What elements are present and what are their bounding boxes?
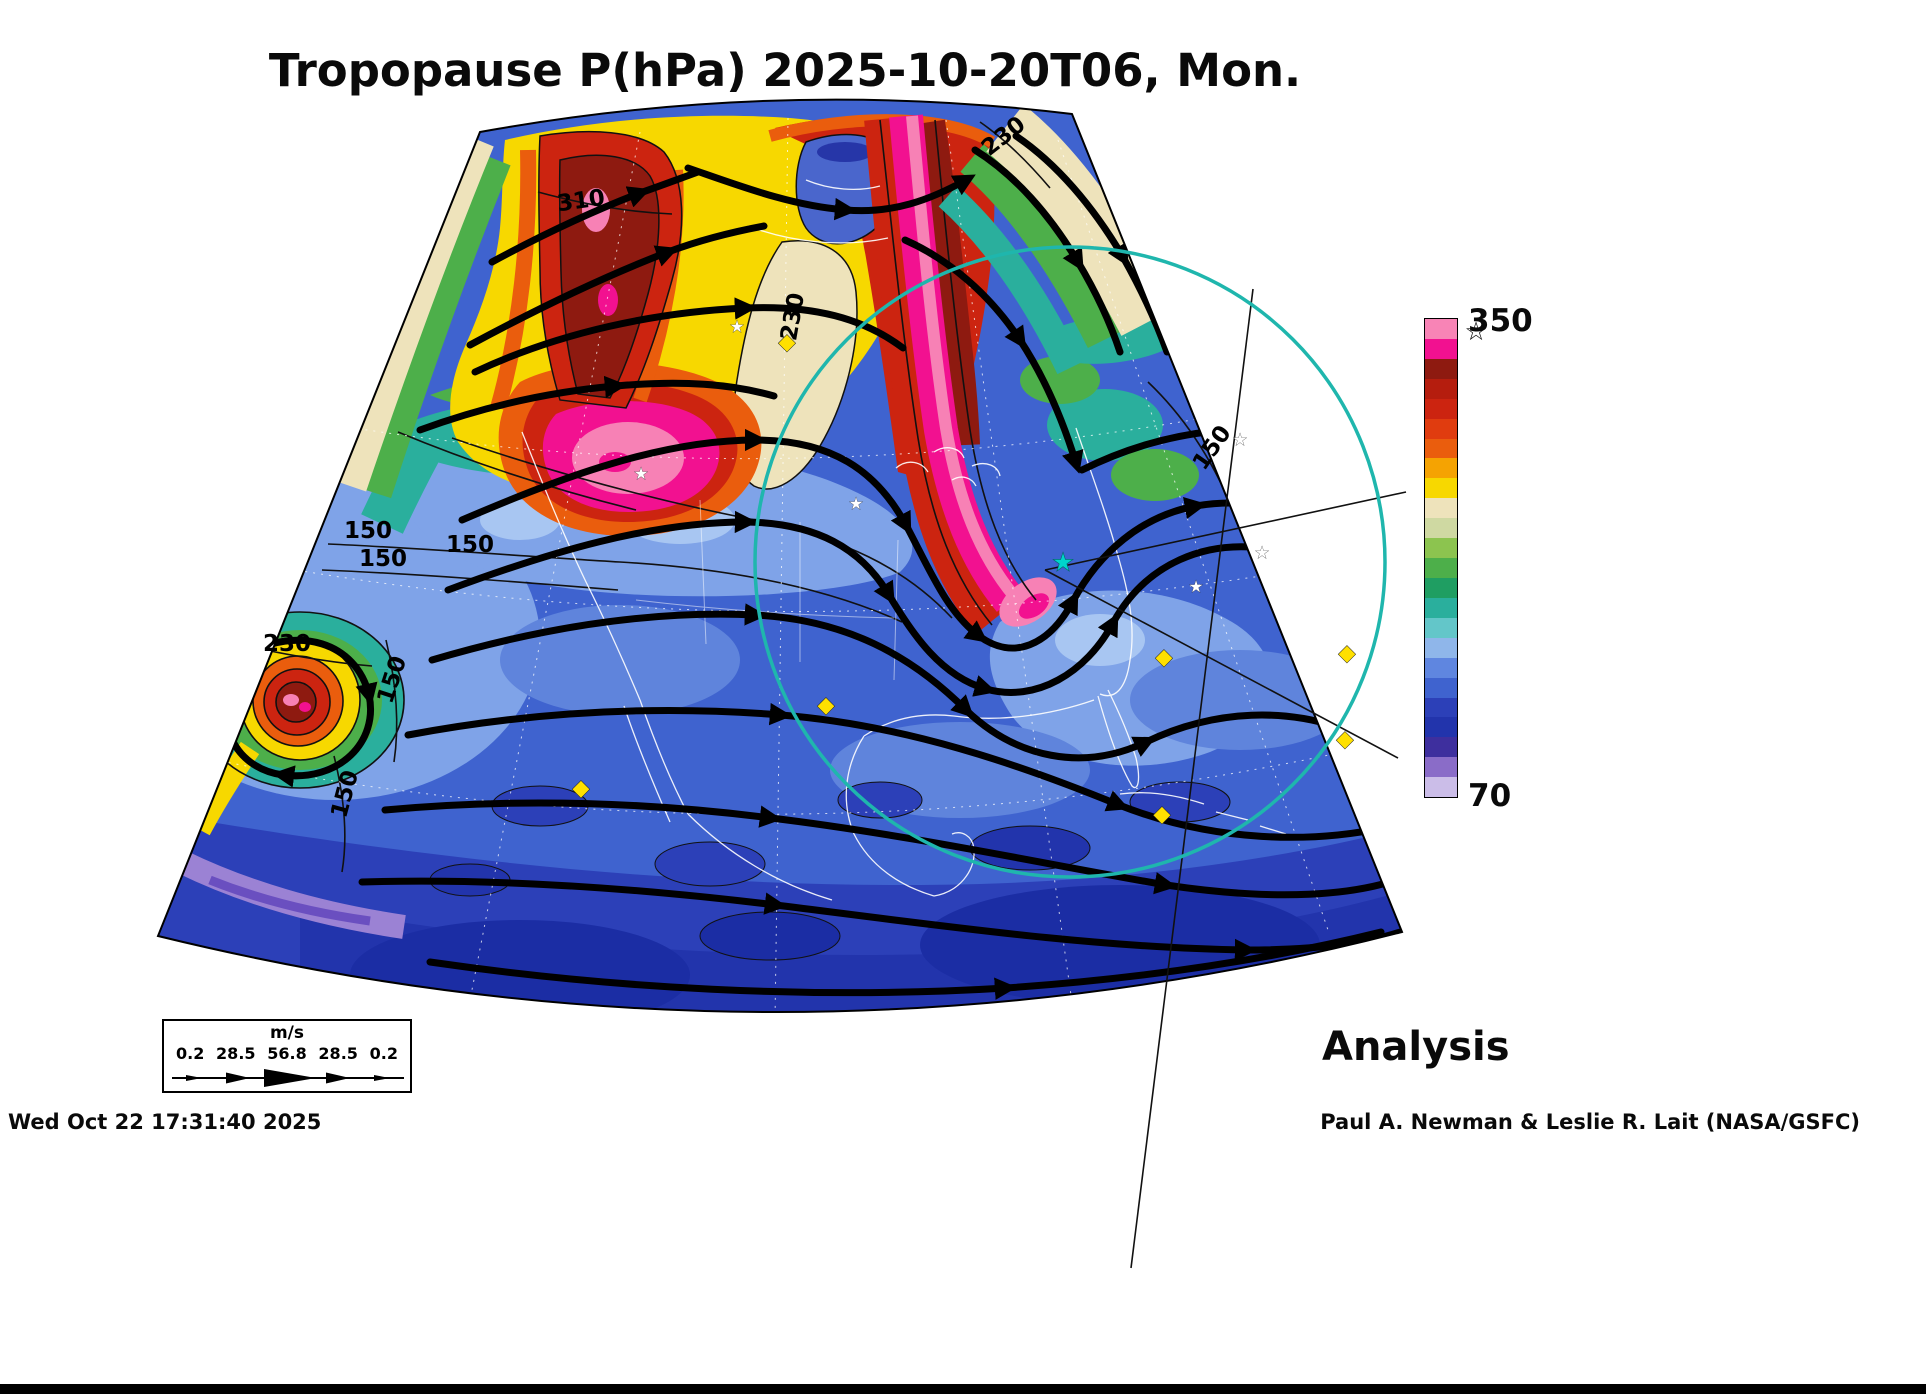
map-fill-layers (158, 99, 1402, 1013)
contour-label-5: 150 (446, 532, 494, 558)
wind-speed-legend: m/s 0.2 28.5 56.8 28.5 0.2 (162, 1019, 412, 1093)
wind-legend-values: 0.2 28.5 56.8 28.5 0.2 (164, 1044, 410, 1063)
credit-text: Paul A. Newman & Leslie R. Lait (NASA/GS… (1320, 1110, 1860, 1134)
colorbar-min-label: 70 (1468, 778, 1512, 814)
diamond-marker-7: ◆ (1337, 727, 1354, 752)
diamond-marker-6: ◆ (1154, 802, 1171, 827)
white-star-marker-5: ★ (1255, 543, 1269, 562)
wind-legend-units: m/s (269, 1023, 305, 1043)
wind-legend-value-4: 28.5 (318, 1044, 358, 1063)
analysis-mode-label: Analysis (1322, 1024, 1510, 1070)
map-outline (156, 98, 1404, 1013)
section-line-1 (1130, 288, 1254, 1269)
page-title: Tropopause P(hPa) 2025-10-20T06, Mon. (268, 44, 1302, 97)
colorbar (1424, 318, 1458, 798)
bottom-edge-bar (0, 1384, 1926, 1394)
wind-legend-value-1: 0.2 (176, 1044, 205, 1063)
diamond-marker-5: ◆ (1339, 641, 1356, 666)
white-star-marker-4: ★ (1233, 430, 1247, 449)
range-circle (753, 245, 1387, 879)
generated-timestamp: Wed Oct 22 17:31:40 2025 (8, 1110, 322, 1134)
wind-legend-arrows (172, 1069, 404, 1087)
contour-label-4: 150 (344, 518, 392, 544)
colorbar-gradient (1425, 319, 1457, 798)
contour-label-7: 230 (263, 631, 311, 657)
diamond-marker-1: ◆ (779, 330, 796, 355)
open-star-marker: ☆ (1464, 317, 1487, 347)
white-star-marker-3: ★ (849, 494, 863, 513)
wind-legend-value-3: 56.8 (267, 1044, 307, 1063)
white-star-marker-2: ★ (634, 464, 648, 483)
wind-legend-value-2: 28.5 (216, 1044, 256, 1063)
diamond-marker-4: ◆ (1156, 645, 1173, 670)
diamond-marker-2: ◆ (818, 693, 835, 718)
white-star-marker-1: ★ (730, 317, 744, 336)
diamond-marker-3: ◆ (573, 776, 590, 801)
white-star-marker-6: ★ (1189, 577, 1203, 596)
wind-legend-value-5: 0.2 (369, 1044, 398, 1063)
cyan-star-marker: ★ (1051, 548, 1074, 578)
section-line-2 (1044, 491, 1407, 571)
contour-label-6: 150 (359, 546, 407, 572)
colorbar-max-label: 350 (1468, 303, 1533, 339)
